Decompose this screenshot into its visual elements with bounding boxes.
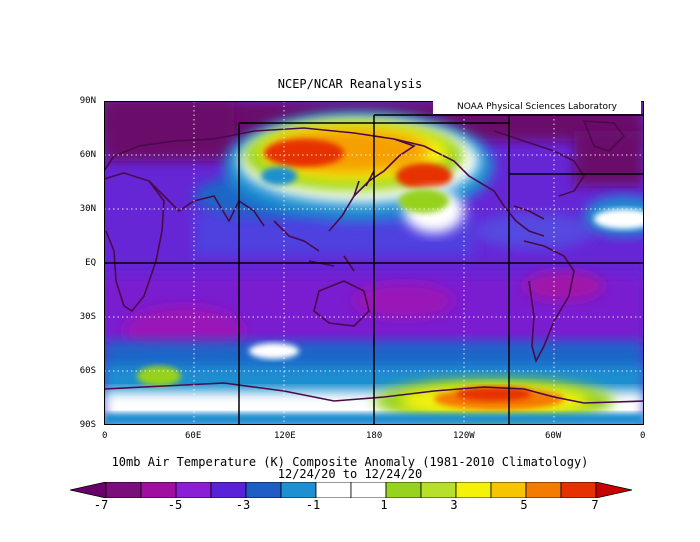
anomaly-map [104, 101, 644, 425]
map-frame [104, 101, 644, 425]
colorbar-bin [175, 482, 212, 498]
colorbar-bin [560, 482, 597, 498]
colorbar-label-neg3: -3 [235, 498, 251, 512]
lon-label-120w: 120W [453, 431, 475, 441]
lat-label-90s: 90S [79, 420, 96, 430]
colorbar-label-5: 5 [520, 498, 528, 512]
lat-label-60n: 60N [79, 150, 96, 160]
lon-label-60e: 60E [185, 431, 202, 441]
colorbar-label-1: 1 [380, 498, 388, 512]
colorbar-label-7: 7 [591, 498, 599, 512]
colorbar-bin [105, 482, 142, 498]
colorbar-bin [280, 482, 317, 498]
colorbar-bin [210, 482, 247, 498]
colorbar-label-neg7: -7 [93, 498, 109, 512]
lat-label-30n: 30N [79, 204, 96, 214]
colorbar-end-high [595, 482, 632, 498]
colorbar-bin [350, 482, 387, 498]
colorbar-bin [455, 482, 492, 498]
lat-label-30s: 30S [79, 312, 96, 322]
colorbar-label-neg1: -1 [305, 498, 321, 512]
colorbar-bin [490, 482, 527, 498]
colorbar-bin [140, 482, 177, 498]
colorbar-bin [525, 482, 562, 498]
lon-label-180: 180 [366, 431, 383, 441]
lat-label-60s: 60S [79, 366, 96, 376]
credit-label: NOAA Physical Sciences Laboratory [433, 100, 641, 114]
lon-label-120e: 120E [274, 431, 296, 441]
caption-dates: 12/24/20 to 12/24/20 [277, 467, 423, 481]
caption-variable: 10mb Air Temperature (K) Composite Anoma… [111, 455, 589, 469]
colorbar-bin [245, 482, 282, 498]
lat-label-90n: 90N [79, 96, 96, 106]
colorbar [70, 482, 632, 498]
lat-label-eq: EQ [85, 258, 96, 268]
grid-bold [104, 114, 644, 425]
lon-label-60w: 60W [545, 431, 562, 441]
colorbar-bin [385, 482, 422, 498]
lon-label-0: 0 [102, 431, 108, 441]
colorbar-label-neg5: -5 [167, 498, 183, 512]
map-title: NCEP/NCAR Reanalysis [277, 77, 423, 91]
colorbar-end-low [70, 482, 107, 498]
colorbar-bin [420, 482, 457, 498]
lon-label-0-end: 0 [640, 431, 646, 441]
colorbar-bin [315, 482, 352, 498]
colorbar-label-3: 3 [450, 498, 458, 512]
